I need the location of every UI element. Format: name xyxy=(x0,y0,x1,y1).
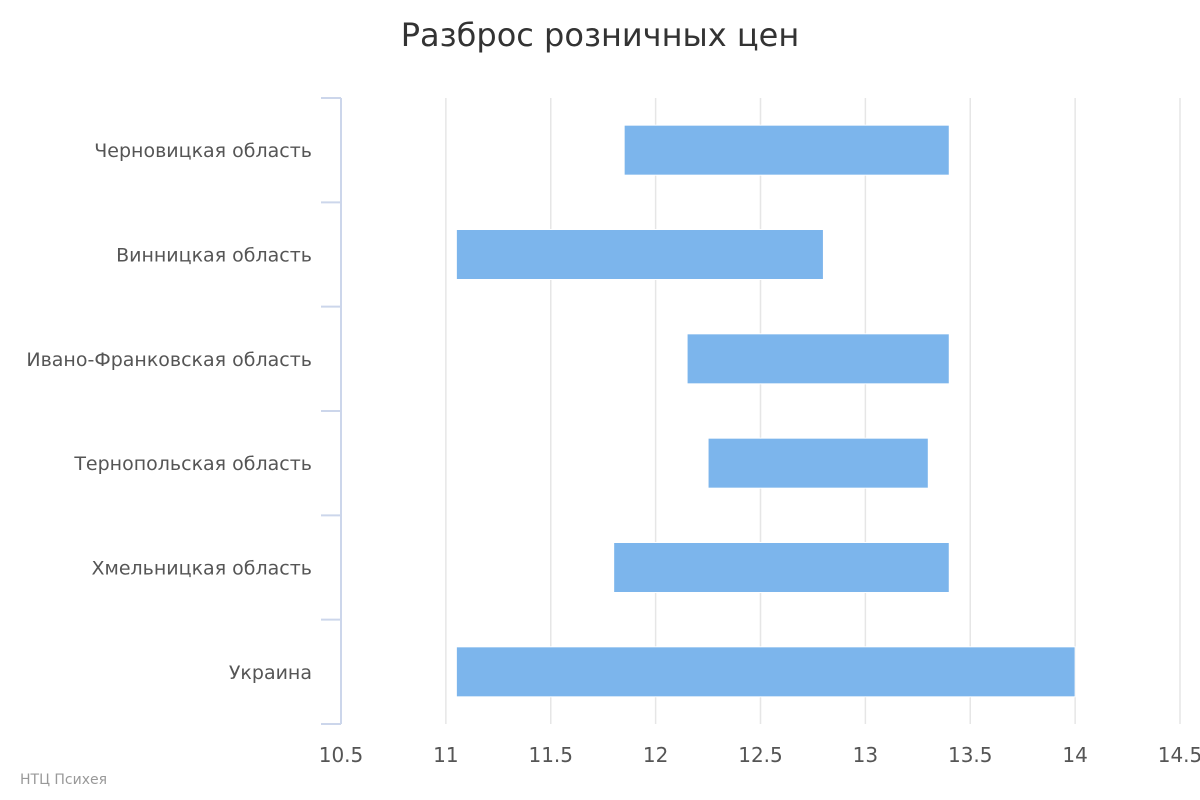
range-bar[interactable] xyxy=(455,229,824,280)
x-tick-label: 14 xyxy=(1062,743,1087,767)
x-tick-label: 13.5 xyxy=(948,743,993,767)
range-bar[interactable] xyxy=(623,124,950,176)
category-axis xyxy=(321,97,342,725)
bars xyxy=(455,124,1076,698)
x-tick-label: 11.5 xyxy=(528,743,573,767)
x-tick-label: 10.5 xyxy=(319,743,364,767)
chart-title: Разброс розничных цен xyxy=(401,16,800,54)
x-tick-label: 11 xyxy=(433,743,458,767)
category-label: Винницкая область xyxy=(116,245,312,267)
range-bar[interactable] xyxy=(613,542,950,593)
range-bar[interactable] xyxy=(707,437,929,489)
x-tick-label: 13 xyxy=(853,743,878,767)
x-tick-label: 12 xyxy=(643,743,668,767)
x-tick-label: 14.5 xyxy=(1158,743,1200,767)
x-tick-label: 12.5 xyxy=(738,743,783,767)
gridlines xyxy=(445,98,1181,724)
category-label: Тернопольская область xyxy=(73,453,312,475)
credit-text: НТЦ Психея xyxy=(20,772,108,788)
category-label: Украина xyxy=(229,662,312,684)
range-bar[interactable] xyxy=(686,333,950,385)
value-axis-ticks: 10.5 11 11.5 12 12.5 13 13.5 14 14.5 xyxy=(319,743,1200,767)
category-labels: Черновицкая область Винницкая область Иван… xyxy=(26,140,312,684)
range-bar[interactable] xyxy=(455,646,1076,698)
category-label: Черновицкая область xyxy=(94,140,312,162)
category-label: Хмельницкая область xyxy=(91,558,312,580)
category-label: Ивано-Франковская область xyxy=(26,349,312,371)
